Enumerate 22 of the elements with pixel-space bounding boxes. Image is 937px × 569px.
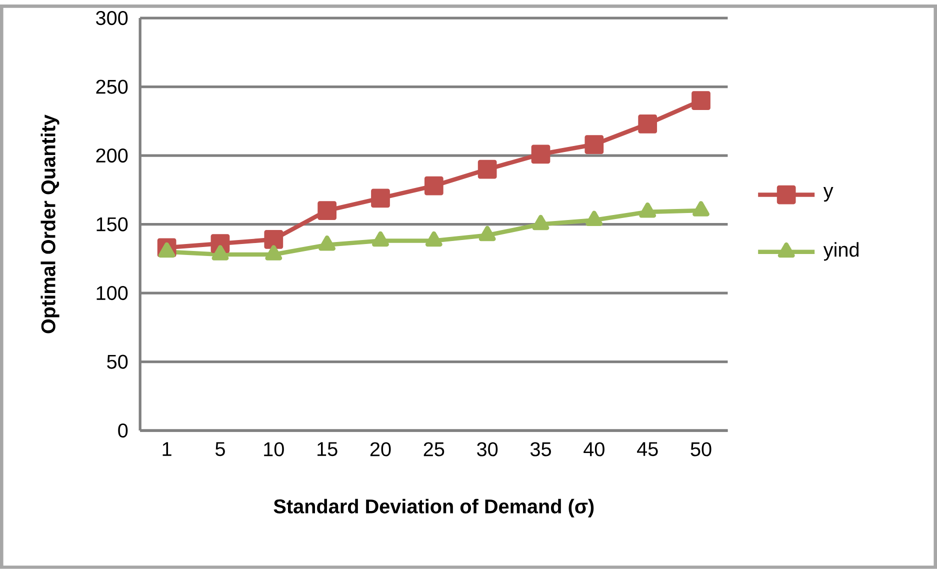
x-tick-label: 25 [424,442,444,456]
x-tick-label: 5 [215,442,225,456]
y-tick-label: 100 [96,286,128,300]
y-tick-label: 150 [96,217,128,232]
x-axis-title: Standard Deviation of Demand (σ) [274,498,594,518]
y-tick-label: 0 [118,424,128,438]
x-tick-label: 40 [584,442,604,456]
x-tick-label: 1 [162,442,172,456]
y-tick-label: 250 [96,80,128,94]
x-tick-label: 10 [264,442,284,456]
y-axis-title: Optimal Order Quantity [40,114,60,334]
y-tick-label: 50 [107,354,128,369]
x-tick-label: 45 [637,442,658,456]
x-tick-label: 20 [370,442,391,456]
y-tick-label: 300 [96,11,128,26]
x-tick-label: 35 [530,442,551,456]
y-tick-label: 200 [96,148,128,163]
legend-label: yind [823,242,858,261]
legend-label: y [823,187,834,202]
x-tick-label: 50 [690,442,712,456]
x-tick-label: 15 [318,442,338,456]
x-tick-label: 30 [477,442,498,456]
